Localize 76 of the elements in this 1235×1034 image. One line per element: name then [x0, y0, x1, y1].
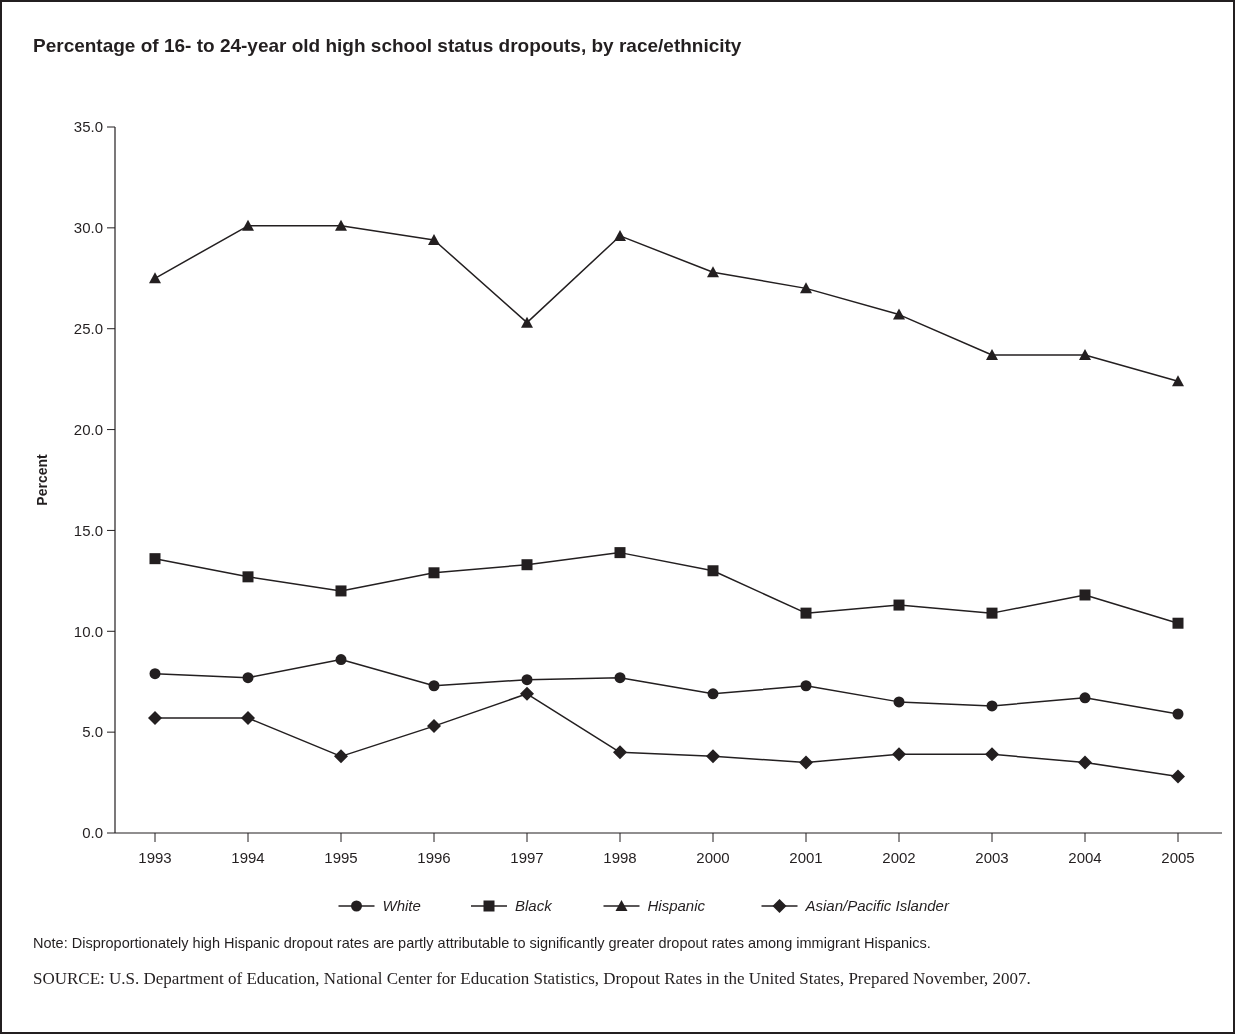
x-tick-label: 2003	[975, 849, 1009, 866]
point	[986, 700, 998, 712]
point	[148, 711, 162, 726]
point	[986, 348, 998, 360]
point	[242, 219, 254, 231]
point	[149, 272, 161, 284]
point	[892, 747, 906, 762]
point	[1079, 348, 1091, 360]
source-note: SOURCE: U.S. Department of Education, National Center for Education Statistics, Dropout Rates in the United States, Prepared November, 2007.	[33, 969, 1031, 988]
y-tick-label: 35.0	[73, 118, 103, 136]
y-tick-label: 20.0	[73, 420, 103, 438]
point	[1172, 708, 1184, 720]
y-tick-label: 0.0	[82, 824, 103, 842]
point	[800, 680, 812, 692]
legend-label: Black	[515, 897, 554, 915]
point	[149, 668, 161, 680]
point	[1079, 692, 1091, 704]
x-tick-label: 1995	[324, 849, 358, 866]
point	[613, 745, 627, 760]
chart-title: Percentage of 16- to 24-year old high school status dropouts, by race/ethnicity	[33, 35, 742, 56]
y-axis-title: Percent	[34, 453, 50, 506]
point	[334, 749, 348, 764]
point	[1172, 375, 1184, 387]
point	[242, 571, 254, 583]
point	[521, 559, 533, 571]
point	[1079, 589, 1091, 601]
point	[707, 266, 719, 278]
point	[707, 688, 719, 700]
y-tick-label: 5.0	[82, 723, 103, 741]
point	[428, 567, 440, 579]
point	[893, 696, 905, 708]
point	[1172, 617, 1184, 629]
x-tick-label: 1996	[417, 849, 451, 866]
point	[241, 711, 255, 726]
point	[707, 565, 719, 577]
point	[242, 672, 254, 684]
text: Note: Disproportionately high Hispanic dropout rates are partly attributable to significantly greater dropout rates among immigrant Hispanics.	[33, 935, 931, 951]
x-tick-label: 1997	[510, 849, 544, 866]
x-tick-label: 2000	[696, 849, 730, 866]
y-tick-label: 10.0	[73, 622, 103, 640]
point	[706, 749, 720, 764]
x-tick-label: 2004	[1068, 849, 1102, 866]
x-tick-label: 1993	[138, 849, 172, 866]
point	[985, 747, 999, 762]
point	[428, 680, 440, 692]
point	[335, 585, 347, 597]
point	[1171, 769, 1185, 784]
y-tick-label: 25.0	[73, 319, 103, 337]
point	[799, 755, 813, 770]
legend-label: Hispanic	[647, 897, 706, 915]
point	[614, 229, 626, 241]
x-tick-label: 2005	[1161, 849, 1195, 866]
x-tick-label: 2002	[882, 849, 916, 866]
point	[427, 719, 441, 734]
point	[428, 233, 440, 245]
point	[335, 219, 347, 231]
point	[335, 654, 347, 666]
point	[986, 607, 998, 619]
point	[149, 553, 161, 565]
x-tick-label: 2001	[789, 849, 823, 866]
x-tick-label: 1994	[231, 849, 265, 866]
point	[614, 547, 626, 559]
point	[800, 607, 812, 619]
legend-label: White	[382, 897, 421, 915]
point	[893, 599, 905, 611]
point	[800, 282, 812, 294]
x-tick-label: 1998	[603, 849, 637, 866]
y-tick-label: 15.0	[73, 521, 103, 539]
legend-label: Asian/Pacific Islander	[804, 897, 950, 915]
point	[1078, 755, 1092, 770]
y-tick-label: 30.0	[73, 219, 103, 237]
point	[521, 674, 533, 686]
point	[614, 672, 626, 684]
point	[893, 308, 905, 320]
point	[521, 316, 533, 328]
point	[520, 686, 534, 701]
